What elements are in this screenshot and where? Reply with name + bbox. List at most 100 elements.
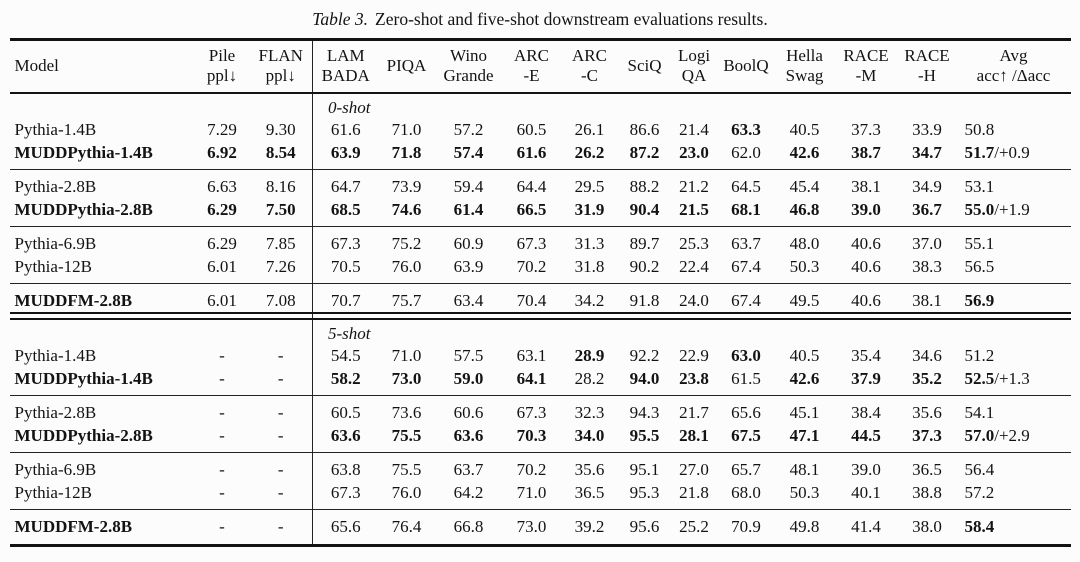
model-name-cell: MUDDPythia-2.8B bbox=[9, 424, 195, 453]
table-row: MUDDFM-2.8B 6.01 7.08 70.7 75.7 63.4 70.4 34.2 9… bbox=[10, 283, 1071, 314]
table-row: Pythia-6.9B 6.29 7.85 67.3 75.2 60.9 67.3 31.3 8… bbox=[10, 226, 1071, 255]
shot-label-row: 0-shot bbox=[9, 93, 1071, 118]
results-table: Model Pile ppl↓ FLAN ppl↓ LAM BADA PIQA Wino Gran… bbox=[9, 38, 1071, 547]
value-cell: 21.8 bbox=[670, 481, 718, 510]
value-cell: 70.2 bbox=[516, 460, 547, 479]
avg-value: 54.1 bbox=[964, 403, 995, 422]
avg-value: 57.0 bbox=[964, 426, 995, 445]
value-cell: 45.4 bbox=[789, 177, 820, 196]
column-header: FLAN ppl↓ bbox=[249, 39, 313, 94]
table-caption: Table 3. Zero-shot and five-shot downstre… bbox=[0, 0, 1080, 38]
avg-cell: 58.4 bbox=[957, 510, 1071, 546]
value-cell: 63.9 bbox=[434, 255, 503, 284]
value-cell: 63.9 bbox=[312, 141, 379, 170]
value-cell: 34.6 bbox=[912, 346, 942, 365]
column-header: ARC -E bbox=[502, 39, 561, 94]
value-cell: 50.3 bbox=[774, 255, 835, 284]
value-cell: 47.1 bbox=[774, 424, 835, 453]
value-cell: 76.0 bbox=[378, 481, 435, 510]
value-cell: 75.2 bbox=[391, 234, 422, 253]
value-cell: 36.5 bbox=[912, 460, 942, 479]
value-cell: 28.9 bbox=[574, 346, 605, 365]
table-row: Pythia-12B - -67.3 76.0 64.2 71.0 36.5 95.3 21.8… bbox=[9, 481, 1071, 510]
value-cell: 6.01 bbox=[207, 291, 237, 310]
value-cell: 70.7 bbox=[330, 291, 361, 310]
value-cell: 7.85 bbox=[249, 226, 313, 255]
value-cell: 70.2 bbox=[502, 255, 561, 284]
value-cell: 70.9 bbox=[731, 517, 761, 536]
value-cell: 32.3 bbox=[574, 403, 605, 422]
value-cell: 61.5 bbox=[717, 367, 775, 396]
value-cell: 46.8 bbox=[774, 198, 835, 227]
value-cell: 9.30 bbox=[249, 118, 313, 141]
separator-cell bbox=[312, 312, 1071, 320]
avg-cell: 56.9 bbox=[957, 284, 1071, 314]
column-header: RACE -M bbox=[834, 39, 898, 94]
table-row: MUDDPythia-1.4B 6.92 8.54 63.9 71.8 57.4 61.6 2… bbox=[9, 141, 1071, 170]
column-header: Wino Grande bbox=[434, 39, 503, 94]
value-cell: 70.5 bbox=[312, 255, 379, 284]
value-cell: 35.2 bbox=[897, 367, 957, 396]
avg-value: 56.4 bbox=[964, 460, 995, 479]
value-cell: 57.4 bbox=[434, 141, 503, 170]
value-cell: - bbox=[249, 424, 313, 453]
value-cell: 40.6 bbox=[834, 255, 898, 284]
avg-value: 51.7 bbox=[964, 143, 995, 162]
table-row: Pythia-2.8B - -60.5 73.6 60.6 67.3 32.3 94.3 21.… bbox=[10, 395, 1071, 424]
value-cell: 34.7 bbox=[897, 141, 957, 170]
value-cell: 50.3 bbox=[774, 481, 835, 510]
table-row: Pythia-1.4B 7.29 9.30 61.6 71.0 57.2 60.5 26.1 8… bbox=[10, 118, 1071, 141]
value-cell: 86.6 bbox=[629, 120, 660, 139]
value-cell: 34.9 bbox=[912, 177, 942, 196]
avg-value: 51.2 bbox=[964, 346, 995, 365]
shot-label: 0-shot bbox=[328, 98, 371, 117]
table-row: MUDDPythia-2.8B 6.29 7.50 68.5 74.6 61.4 66.5 3… bbox=[9, 198, 1071, 227]
column-header: Model bbox=[9, 39, 195, 94]
avg-cell: 55.0/+1.9 bbox=[956, 198, 1071, 227]
value-cell: 63.1 bbox=[516, 346, 547, 365]
avg-delta: /+1.3 bbox=[994, 369, 1030, 388]
value-cell: 73.6 bbox=[391, 403, 422, 422]
value-cell: 95.6 bbox=[629, 517, 660, 536]
value-cell: 95.3 bbox=[618, 481, 671, 510]
value-cell: - bbox=[194, 367, 250, 396]
value-cell: 29.5 bbox=[574, 177, 605, 196]
avg-cell: 56.4 bbox=[957, 453, 1071, 482]
avg-value: 58.4 bbox=[964, 517, 995, 536]
value-cell: 21.5 bbox=[670, 198, 718, 227]
value-cell: 71.0 bbox=[391, 346, 422, 365]
column-header: SciQ bbox=[618, 39, 671, 94]
value-cell: 39.0 bbox=[834, 198, 898, 227]
value-cell: 21.2 bbox=[679, 177, 709, 196]
value-cell: 7.50 bbox=[249, 198, 313, 227]
value-cell: 67.3 bbox=[516, 234, 547, 253]
value-cell: 37.3 bbox=[851, 120, 881, 139]
value-cell: 7.29 bbox=[207, 120, 237, 139]
value-cell: 64.2 bbox=[434, 481, 503, 510]
value-cell: - bbox=[219, 346, 225, 365]
value-cell: 61.6 bbox=[502, 141, 561, 170]
value-cell: 38.3 bbox=[897, 255, 957, 284]
value-cell: 75.5 bbox=[391, 460, 422, 479]
value-cell: 94.0 bbox=[618, 367, 671, 396]
avg-cell: 52.5/+1.3 bbox=[956, 367, 1071, 396]
table-row: MUDDPythia-2.8B - -63.6 75.5 63.6 70.3 34.0 95.… bbox=[9, 424, 1071, 453]
value-cell: 31.8 bbox=[560, 255, 619, 284]
value-cell: - bbox=[219, 460, 225, 479]
model-name-cell: MUDDPythia-1.4B bbox=[9, 367, 195, 396]
value-cell: 26.1 bbox=[574, 120, 605, 139]
value-cell: - bbox=[249, 481, 313, 510]
separator-cell bbox=[9, 312, 313, 320]
value-cell: 94.3 bbox=[629, 403, 660, 422]
value-cell: 63.4 bbox=[453, 291, 484, 310]
value-cell: 90.2 bbox=[618, 255, 671, 284]
value-cell: 44.5 bbox=[834, 424, 898, 453]
value-cell: 6.29 bbox=[207, 234, 237, 253]
value-cell: 68.0 bbox=[717, 481, 775, 510]
avg-value: 53.1 bbox=[964, 177, 995, 196]
value-cell: 36.5 bbox=[560, 481, 619, 510]
value-cell: - bbox=[249, 452, 313, 481]
value-cell: 91.8 bbox=[629, 291, 660, 310]
avg-value: 56.9 bbox=[964, 291, 995, 310]
value-cell: 31.9 bbox=[560, 198, 619, 227]
